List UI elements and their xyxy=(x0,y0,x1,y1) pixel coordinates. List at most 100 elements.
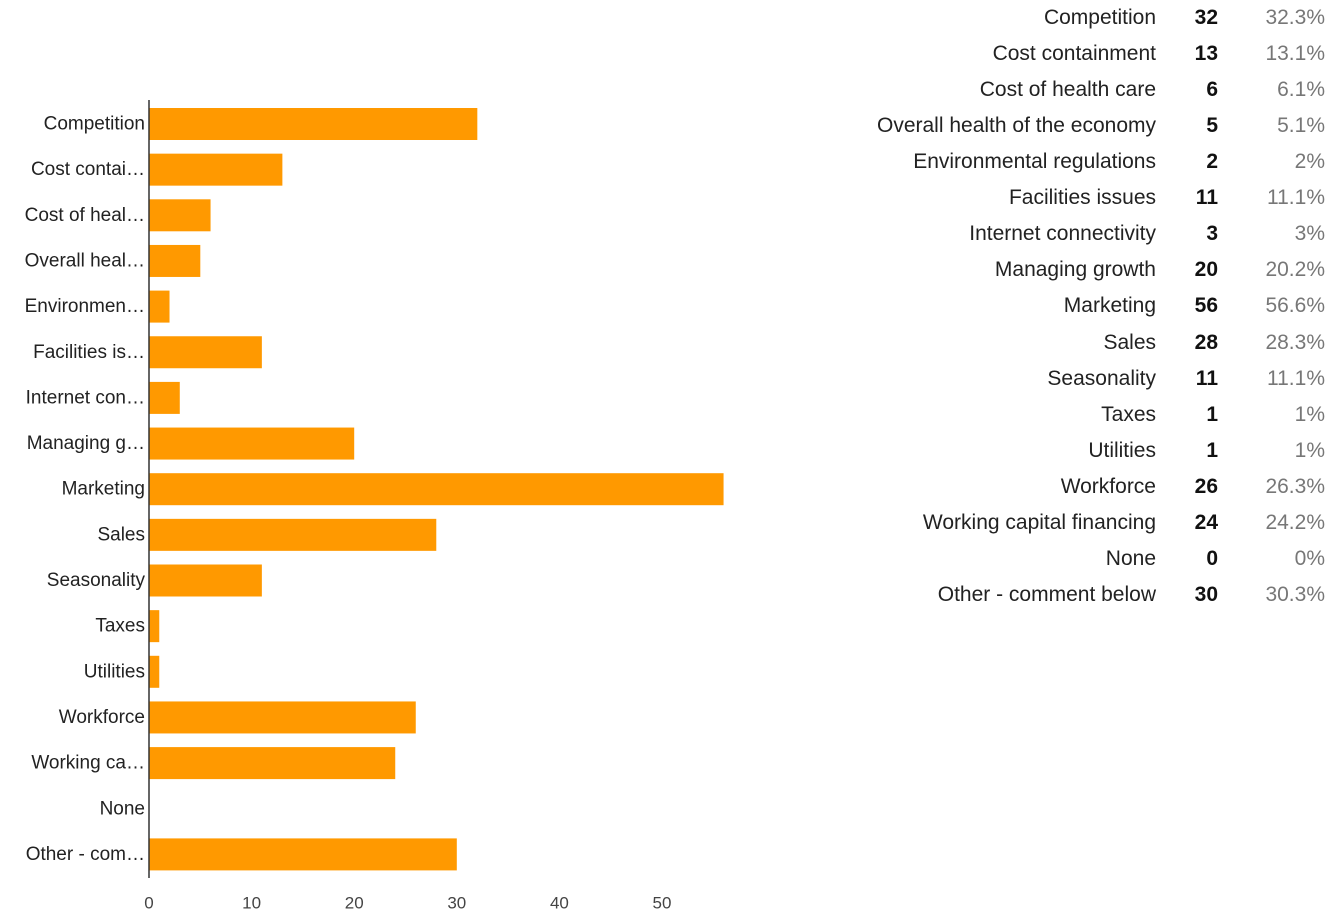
bar xyxy=(149,655,160,688)
summary-row-count: 3 xyxy=(1206,222,1218,246)
summary-row-label: Marketing xyxy=(1063,294,1156,318)
summary-row-label: Overall health of the economy xyxy=(877,114,1156,138)
x-axis-ticks: 0 10 20 30 40 50 xyxy=(144,894,671,913)
summary-row-count: 2 xyxy=(1206,150,1218,174)
category-label: Seasonality xyxy=(47,570,146,591)
summary-row: Facilities issues 11 11.1% xyxy=(780,180,1325,216)
summary-row-count: 11 xyxy=(1195,186,1218,210)
category-labels: Competition Cost contai… Cost of heal… Over… xyxy=(25,114,146,865)
x-tick-label: 10 xyxy=(242,894,261,913)
category-label: Working ca… xyxy=(31,753,145,774)
x-tick-label: 40 xyxy=(550,894,569,913)
summary-row: None 0 0% xyxy=(780,541,1325,577)
summary-row-label: Cost of health care xyxy=(979,78,1156,102)
summary-row: Managing growth 20 20.2% xyxy=(780,252,1325,288)
summary-row-count: 30 xyxy=(1194,582,1218,606)
bar xyxy=(149,610,160,643)
summary-row-count: 11 xyxy=(1195,366,1218,390)
summary-row-percentage: 11.1% xyxy=(1267,186,1325,210)
bar xyxy=(149,564,262,597)
summary-row: Taxes 1 1% xyxy=(780,397,1325,433)
category-label: Internet con… xyxy=(26,387,145,408)
bar xyxy=(149,473,724,506)
category-label: Overall heal… xyxy=(25,250,145,271)
bar xyxy=(149,701,416,734)
category-label: Facilities is… xyxy=(33,342,145,363)
category-label: Environmen… xyxy=(25,296,145,317)
x-tick-label: 30 xyxy=(447,894,466,913)
bar xyxy=(149,199,211,232)
x-tick-label: 50 xyxy=(653,894,672,913)
bar xyxy=(149,838,457,871)
summary-row: Seasonality 11 11.1% xyxy=(780,361,1325,397)
summary-row-label: Internet connectivity xyxy=(969,222,1156,246)
summary-row-percentage: 28.3% xyxy=(1265,330,1325,354)
category-label: Workforce xyxy=(59,707,145,728)
summary-row-percentage: 24.2% xyxy=(1265,510,1325,534)
summary-row: Cost of health care 6 6.1% xyxy=(780,72,1325,108)
summary-row-label: Competition xyxy=(1043,6,1156,29)
summary-row-count: 24 xyxy=(1194,510,1218,534)
summary-row: Cost containment 13 13.1% xyxy=(780,36,1325,72)
summary-row-percentage: 32.3% xyxy=(1265,6,1325,29)
summary-row-count: 6 xyxy=(1206,78,1218,102)
category-label: Cost of heal… xyxy=(25,205,145,226)
bar xyxy=(149,244,201,277)
summary-row-percentage: 56.6% xyxy=(1265,294,1325,318)
x-tick-label: 0 xyxy=(144,894,153,913)
summary-row-percentage: 3% xyxy=(1294,222,1325,246)
category-label: None xyxy=(100,798,145,819)
summary-row-percentage: 20.2% xyxy=(1265,258,1325,282)
summary-row-count: 13 xyxy=(1194,42,1218,66)
summary-row: Competition 32 32.3% xyxy=(780,0,1325,36)
summary-row-count: 28 xyxy=(1194,330,1218,354)
summary-row-percentage: 5.1% xyxy=(1277,114,1325,138)
summary-row-percentage: 26.3% xyxy=(1265,474,1325,498)
bar xyxy=(149,747,396,780)
summary-row-label: Environmental regulations xyxy=(913,150,1156,174)
category-label: Competition xyxy=(44,114,145,135)
summary-row: Overall health of the economy 5 5.1% xyxy=(780,108,1325,144)
summary-row-label: Taxes xyxy=(1101,402,1156,426)
summary-row-label: Cost containment xyxy=(992,42,1156,66)
summary-row-count: 56 xyxy=(1194,294,1218,318)
bar xyxy=(149,108,478,140)
summary-row-percentage: 1% xyxy=(1294,402,1325,426)
bar xyxy=(149,290,170,323)
category-label: Taxes xyxy=(95,616,145,637)
summary-row-count: 0 xyxy=(1206,546,1218,570)
category-label: Other - com… xyxy=(26,844,145,865)
summary-row: Utilities 1 1% xyxy=(780,433,1325,469)
summary-row-label: Utilities xyxy=(1088,438,1156,462)
bar xyxy=(149,427,355,460)
summary-row-label: Managing growth xyxy=(994,258,1156,282)
summary-row: Internet connectivity 3 3% xyxy=(780,216,1325,252)
category-label: Utilities xyxy=(84,661,145,682)
summary-row-percentage: 13.1% xyxy=(1265,42,1325,66)
bar xyxy=(149,381,180,414)
summary-row-percentage: 30.3% xyxy=(1265,582,1325,606)
summary-row: Environmental regulations 2 2% xyxy=(780,144,1325,180)
summary-row-label: Facilities issues xyxy=(1008,186,1156,210)
category-label: Marketing xyxy=(62,479,145,500)
summary-row: Workforce 26 26.3% xyxy=(780,469,1325,505)
summary-row-percentage: 0% xyxy=(1294,546,1325,570)
summary-row: Other - comment below 30 30.3% xyxy=(780,577,1325,613)
x-tick-label: 20 xyxy=(345,894,364,913)
summary-row-percentage: 2% xyxy=(1294,150,1325,174)
bar xyxy=(149,518,437,551)
summary-row-label: Workforce xyxy=(1060,474,1156,498)
summary-row-label: Other - comment below xyxy=(937,582,1156,606)
summary-row-label: None xyxy=(1105,546,1156,570)
summary-row-label: Seasonality xyxy=(1047,366,1156,390)
category-label: Cost contai… xyxy=(31,159,145,180)
summary-row-percentage: 6.1% xyxy=(1277,78,1325,102)
summary-row-count: 32 xyxy=(1194,6,1218,29)
bar xyxy=(149,336,262,369)
bar-chart: Competition Cost contai… Cost of heal… Over… xyxy=(25,100,724,913)
category-label: Sales xyxy=(97,524,145,545)
summary-row-count: 5 xyxy=(1206,114,1218,138)
bars-group xyxy=(149,108,724,871)
summary-row-count: 1 xyxy=(1206,438,1218,462)
summary-row-count: 20 xyxy=(1194,258,1218,282)
